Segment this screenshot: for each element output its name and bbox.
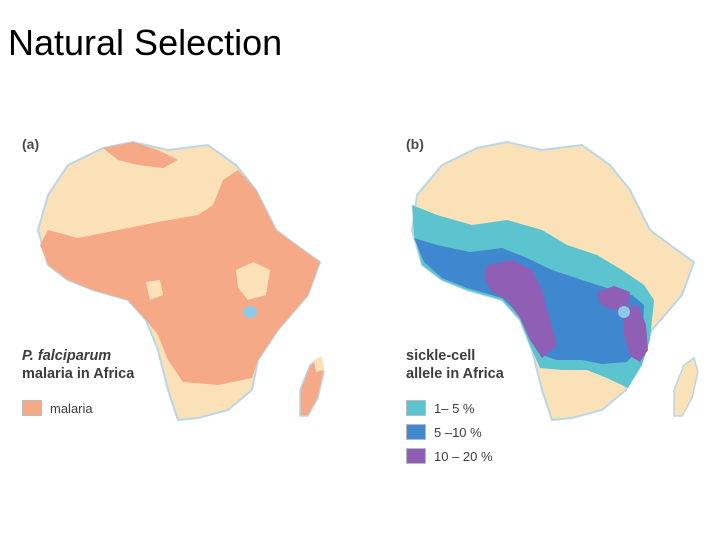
zone-10-20-percent [597, 286, 630, 310]
legend-item-malaria: malaria [22, 400, 93, 416]
zone-10-20-percent [484, 260, 557, 358]
legend-item-10-20: 10 – 20 % [406, 448, 493, 464]
zone-10-20-percent [624, 305, 648, 362]
malaria-zone [40, 170, 320, 385]
sickle-cell-map-panel: (b) sickle-cell allele in Africa 1– 5 % … [392, 120, 720, 464]
legend-item-1-5: 1– 5 % [406, 400, 474, 416]
panel-label-b: (b) [406, 136, 424, 152]
madagascar-north [314, 356, 324, 372]
lake-victoria [243, 306, 257, 318]
non-malaria-patch [146, 280, 163, 300]
panel-label-a: (a) [22, 136, 40, 152]
legend-swatch [406, 424, 426, 440]
madagascar-land [673, 356, 699, 417]
legend-swatch [22, 400, 42, 416]
map-a-caption-line1: P. falciparum [22, 348, 112, 364]
map-b-caption-line1: sickle-cell [406, 348, 476, 364]
legend-label: 1– 5 % [434, 400, 475, 416]
legend-swatch [406, 448, 426, 464]
legend-label: 5 –10 % [434, 424, 482, 440]
sickle-cell-map [410, 140, 699, 422]
map-b-caption-line2: allele in Africa [406, 366, 504, 382]
non-malaria-patch [236, 262, 270, 300]
malaria-map-panel: (a) P. falciparum malaria in Africa mala… [8, 120, 338, 440]
legend-label: 10 – 20 % [434, 448, 493, 464]
legend-item-5-10: 5 –10 % [406, 424, 482, 440]
map-b-caption: sickle-cell allele in Africa [406, 347, 504, 383]
legend-swatch [406, 400, 426, 416]
map-a-caption-line2: malaria in Africa [22, 366, 135, 382]
malaria-north-strip [103, 142, 178, 168]
slide-title: Natural Selection [8, 22, 283, 63]
legend-label: malaria [50, 400, 93, 416]
malaria-map [36, 140, 325, 422]
map-a-caption: P. falciparum malaria in Africa [22, 347, 134, 383]
lake-victoria [618, 306, 630, 318]
